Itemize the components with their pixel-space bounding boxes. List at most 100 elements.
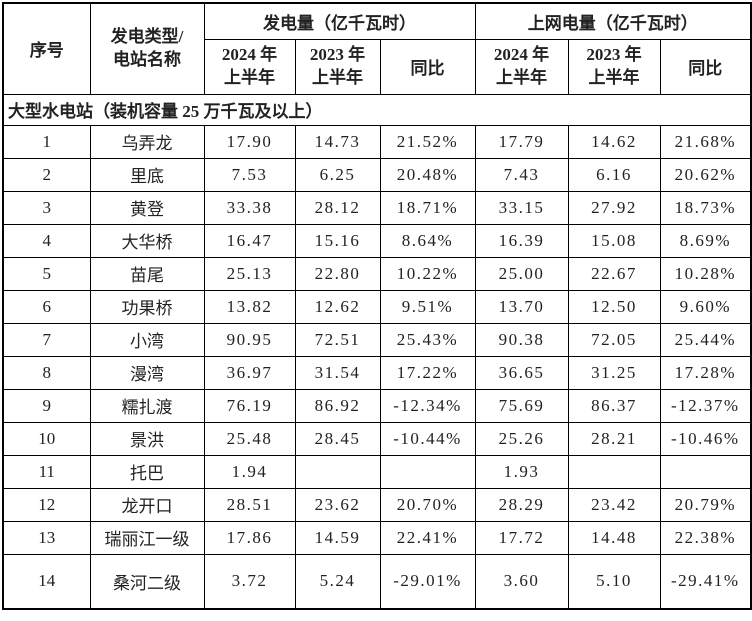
table-row: 1 乌弄龙 17.90 14.73 21.52% 17.79 14.62 21.68% [2,124,752,159]
grid-2024-value: 25.26 [474,421,569,456]
gen-2024-value: 36.97 [203,355,296,390]
gen-2024-value: 28.51 [203,487,296,522]
row-seq: 7 [2,322,91,357]
gen-2023-value: 86.92 [294,388,381,423]
station-name: 托巴 [89,454,205,489]
gen-2023-value: 31.54 [294,355,381,390]
grid-yoy-value: 17.28% [659,355,752,390]
gen-yoy-value: 21.52% [379,124,476,159]
grid-2024-value: 7.43 [474,157,569,192]
grid-2023-value: 12.50 [567,289,661,324]
row-seq: 6 [2,289,91,324]
gen-yoy-value: 8.64% [379,223,476,258]
station-name: 漫湾 [89,355,205,390]
station-name: 瑞丽江一级 [89,520,205,555]
row-seq: 3 [2,190,91,225]
grid-yoy-value: 10.28% [659,256,752,291]
row-seq: 5 [2,256,91,291]
row-seq: 1 [2,124,91,159]
row-seq: 2 [2,157,91,192]
grid-2023-value: 72.05 [567,322,661,357]
gen-yoy-value: 20.48% [379,157,476,192]
grid-2024-value: 16.39 [474,223,569,258]
grid-yoy-value: -12.37% [659,388,752,423]
gen-2024-value: 33.38 [203,190,296,225]
grid-2023-value: 86.37 [567,388,661,423]
gen-2024-value: 25.48 [203,421,296,456]
grid-2024-value: 36.65 [474,355,569,390]
grid-2024-value: 33.15 [474,190,569,225]
grid-2024-value: 13.70 [474,289,569,324]
header-grid-group: 上网电量（亿千瓦时） [474,2,752,40]
grid-yoy-value: 20.79% [659,487,752,522]
gen-2023-value: 14.73 [294,124,381,159]
grid-2024-value: 75.69 [474,388,569,423]
gen-2024-value: 25.13 [203,256,296,291]
grid-2023-value: 14.48 [567,520,661,555]
gen-2024-value: 76.19 [203,388,296,423]
station-name: 苗尾 [89,256,205,291]
gen-yoy-value: -29.01% [379,553,476,610]
grid-yoy-value: 20.62% [659,157,752,192]
grid-2024-value: 17.72 [474,520,569,555]
header-row-top: 序号 发电类型/ 电站名称 发电量（亿千瓦时） 上网电量（亿千瓦时） [2,2,752,95]
station-name: 糯扎渡 [89,388,205,423]
grid-2024-value: 1.93 [474,454,569,489]
grid-yoy-value [659,454,752,489]
station-name: 桑河二级 [89,553,205,610]
gen-2024-value: 13.82 [203,289,296,324]
grid-2023-value: 27.92 [567,190,661,225]
grid-2023-value: 14.62 [567,124,661,159]
grid-2023-value: 15.08 [567,223,661,258]
grid-2023-value: 6.16 [567,157,661,192]
grid-2023-value: 31.25 [567,355,661,390]
header-seq: 序号 [2,2,91,95]
grid-2024-value: 28.29 [474,487,569,522]
table-row: 10 景洪 25.48 28.45 -10.44% 25.26 28.21 -10.46% [2,421,752,456]
grid-yoy-value: -29.41% [659,553,752,610]
gen-yoy-value: -10.44% [379,421,476,456]
grid-yoy-value: 22.38% [659,520,752,555]
grid-2023-value: 28.21 [567,421,661,456]
station-name: 乌弄龙 [89,124,205,159]
grid-yoy-value: 21.68% [659,124,752,159]
grid-2024-value: 3.60 [474,553,569,610]
gen-yoy-value: 18.71% [379,190,476,225]
row-seq: 14 [2,553,91,610]
table-row: 14 桑河二级 3.72 5.24 -29.01% 3.60 5.10 -29.41% [2,553,752,610]
header-gen-yoy: 同比 [379,38,476,95]
row-seq: 10 [2,421,91,456]
grid-2024-value: 25.00 [474,256,569,291]
table-row: 11 托巴 1.94 1.93 [2,454,752,489]
grid-yoy-value: 8.69% [659,223,752,258]
gen-2024-value: 17.86 [203,520,296,555]
station-name: 龙开口 [89,487,205,522]
gen-2023-value: 72.51 [294,322,381,357]
header-gen-2023: 2023 年 上半年 [294,38,381,95]
gen-2023-value: 28.45 [294,421,381,456]
header-generation-group: 发电量（亿千瓦时） [203,2,476,40]
gen-yoy-value: 10.22% [379,256,476,291]
gen-2024-value: 7.53 [203,157,296,192]
grid-2023-value [567,454,661,489]
gen-2024-value: 17.90 [203,124,296,159]
header-row-sub: 2024 年 上半年 2023 年 上半年 同比 2024 年 上半年 2023… [3,38,752,95]
row-seq: 12 [2,487,91,522]
gen-yoy-value: 22.41% [379,520,476,555]
grid-yoy-value: 9.60% [659,289,752,324]
table-row: 9 糯扎渡 76.19 86.92 -12.34% 75.69 86.37 -12.37% [2,388,752,423]
gen-2023-value: 15.16 [294,223,381,258]
gen-2024-value: 16.47 [203,223,296,258]
table-row: 6 功果桥 13.82 12.62 9.51% 13.70 12.50 9.60% [2,289,752,324]
gen-2024-value: 90.95 [203,322,296,357]
station-name: 里底 [89,157,205,192]
table-row: 13 瑞丽江一级 17.86 14.59 22.41% 17.72 14.48 22.38% [2,520,752,555]
row-seq: 8 [2,355,91,390]
header-type-station-name: 发电类型/ 电站名称 [89,2,205,95]
grid-yoy-value: 25.44% [659,322,752,357]
table-row: 2 里底 7.53 6.25 20.48% 7.43 6.16 20.62% [2,157,752,192]
gen-2023-value: 22.80 [294,256,381,291]
grid-yoy-value: 18.73% [659,190,752,225]
gen-2023-value: 12.62 [294,289,381,324]
gen-2024-value: 3.72 [203,553,296,610]
